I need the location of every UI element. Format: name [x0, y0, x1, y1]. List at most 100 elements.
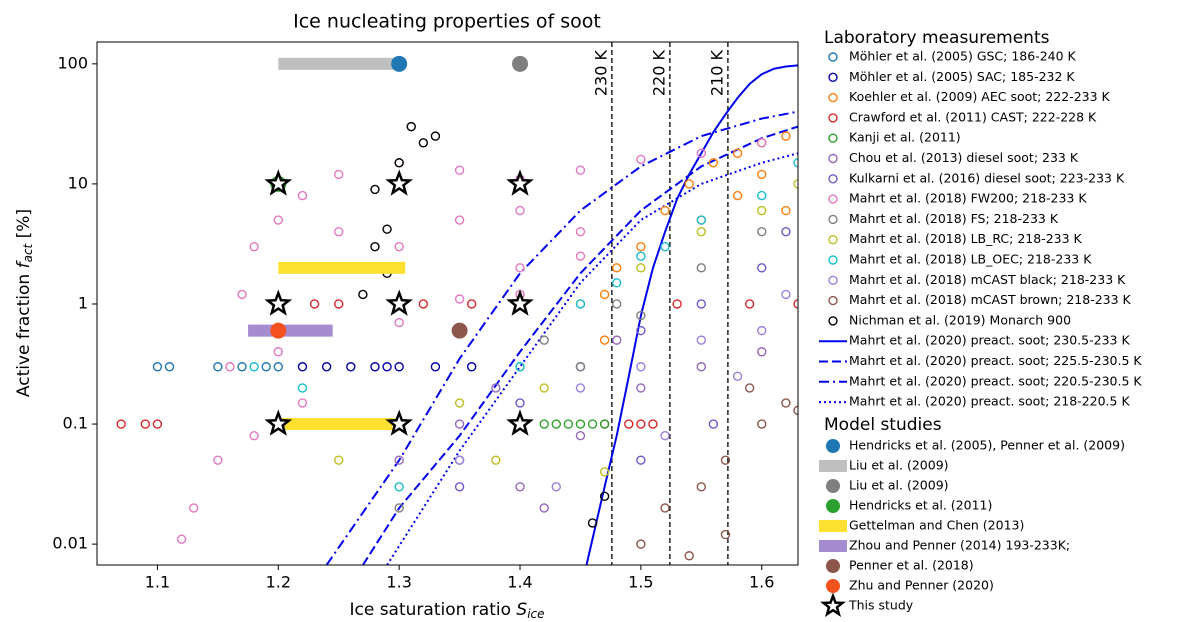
point [539, 335, 549, 345]
point [757, 138, 767, 148]
legend-label: Liu et al. (2009) [849, 458, 949, 473]
point [515, 205, 525, 216]
point [708, 158, 719, 168]
point [213, 455, 223, 465]
point [636, 455, 646, 465]
point [273, 215, 283, 225]
legend-label: Crawford et al. (2011) CAST; 222-228 K [849, 109, 1097, 124]
point [152, 362, 163, 372]
legend-label: Mahrt et al. (2020) preact. soot; 220.5-… [849, 373, 1142, 388]
point [599, 467, 610, 477]
star [385, 289, 413, 316]
point [587, 518, 598, 528]
y-tick-label: 0.01 [52, 534, 88, 553]
legend-label: Mahrt et al. (2018) FS; 218-233 K [849, 211, 1059, 226]
point [757, 226, 767, 237]
point [116, 419, 126, 429]
point [491, 383, 501, 393]
x-label-symbol: S [516, 600, 527, 620]
legend-label: Kulkarni et al. (2016) diesel soot; 223-… [849, 170, 1125, 185]
point [297, 398, 308, 408]
legend-marker [819, 540, 847, 552]
legend-title: Model studies [824, 415, 942, 435]
point [757, 347, 767, 357]
point [757, 419, 767, 429]
point [636, 383, 646, 393]
x-axis-label: Ice saturation ratio Sice [349, 600, 544, 621]
legend-marker [826, 559, 840, 573]
point [297, 190, 308, 201]
star [506, 289, 534, 316]
legend-label: Möhler et al. (2005) SAC; 185-232 K [849, 69, 1075, 84]
point [696, 263, 707, 273]
point [382, 224, 392, 234]
x-tick-label: 1.5 [628, 573, 653, 592]
point [539, 419, 549, 429]
legend-marker [819, 520, 847, 532]
point [599, 491, 610, 502]
point [297, 383, 308, 393]
point [394, 503, 404, 513]
point [466, 362, 477, 372]
point [732, 371, 743, 381]
curve [386, 152, 798, 565]
axes-frame [96, 41, 799, 566]
point [406, 121, 416, 132]
point [612, 335, 622, 345]
legend-label: Penner et al. (2018) [849, 558, 974, 573]
legend-marker [828, 214, 838, 225]
point [612, 263, 622, 273]
legend-label: Möhler et al. (2005) GSC; 186-240 K [849, 49, 1077, 64]
point [370, 362, 380, 372]
legend-label: Gettelman and Chen (2013) [849, 518, 1024, 533]
point [660, 205, 670, 216]
legend-label: Liu et al. (2009) [849, 478, 949, 493]
point [225, 362, 235, 372]
legend-label: Nichman et al. (2019) Monarch 900 [849, 312, 1071, 327]
point [321, 362, 332, 372]
point [757, 263, 767, 273]
point [515, 398, 525, 408]
legend-label: Mahrt et al. (2018) LB_OEC; 218-233 K [849, 252, 1092, 267]
point [394, 362, 404, 372]
point [539, 383, 549, 393]
legend-marker [828, 153, 838, 164]
point [249, 430, 259, 441]
point [612, 278, 622, 288]
point [732, 190, 743, 201]
point [696, 482, 707, 492]
point [599, 419, 610, 429]
point [660, 241, 670, 252]
point [757, 325, 767, 336]
point [515, 263, 525, 273]
point [346, 362, 356, 372]
point [744, 299, 755, 309]
legend-label: Zhou and Penner (2014) 193-233K; [849, 538, 1070, 553]
point [575, 419, 586, 429]
point [636, 325, 646, 336]
x-label-text: Ice saturation ratio [349, 600, 511, 620]
legend-label: Hendricks et al. (2011) [849, 498, 992, 513]
point [394, 482, 404, 492]
point [454, 294, 465, 304]
y-tick-label: 0.1 [63, 414, 88, 433]
star [506, 409, 534, 436]
reference-label: 230 K [591, 50, 610, 97]
point [334, 455, 344, 465]
point [732, 148, 743, 158]
point [418, 299, 429, 309]
legend-label: Mahrt et al. (2020) preact. soot; 230.5-… [849, 333, 1130, 348]
point [237, 362, 247, 372]
legend-marker [828, 295, 838, 306]
point [515, 482, 525, 492]
point [334, 299, 344, 309]
point [249, 241, 259, 252]
reference-label: 220 K [649, 50, 668, 97]
point [334, 169, 344, 180]
legend-title: Laboratory measurements [824, 28, 1050, 48]
y-label-text: Active fraction [14, 274, 34, 397]
legend-marker [828, 133, 838, 143]
curve [362, 125, 798, 565]
point [624, 419, 634, 429]
